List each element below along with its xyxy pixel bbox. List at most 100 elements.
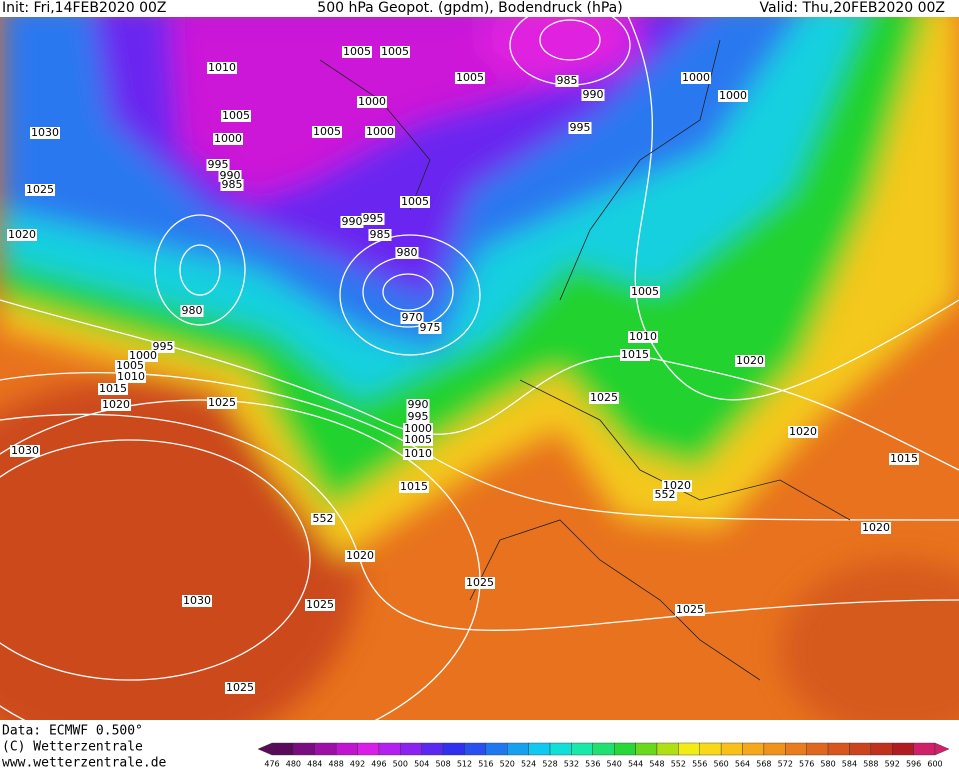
- isobar-label-box: [406, 399, 430, 411]
- colorbar-segment: [613, 742, 636, 756]
- isobar-label-box: [861, 522, 891, 534]
- isobar-label: 995: [153, 340, 174, 353]
- isobar-label: 1010: [404, 447, 432, 460]
- colorbar-segment: [293, 742, 315, 756]
- isobar-label-box: [675, 604, 705, 616]
- coastlines: [319, 39, 851, 681]
- isobar-label-box: [380, 46, 410, 58]
- height-label-box: [311, 513, 335, 525]
- height-label-box: [653, 489, 677, 501]
- colorbar-label: 512: [457, 760, 472, 769]
- colorbar-segment: [656, 742, 679, 756]
- isobar-label-box: [403, 434, 433, 446]
- isobar-label-box: [98, 383, 128, 395]
- colorbar-high-end: [934, 742, 950, 756]
- colorbar-label: 576: [799, 760, 814, 769]
- isobar-label-box: [312, 126, 342, 138]
- colorbar-segment: [507, 742, 529, 756]
- colorbar-label: 484: [307, 760, 322, 769]
- init-time: Init: Fri,14FEB2020 00Z: [2, 0, 166, 16]
- isobar-label: 1005: [401, 195, 429, 208]
- isobar-label-box: [889, 453, 919, 465]
- isobar-label-box: [628, 331, 658, 343]
- isobar-label-box: [345, 550, 375, 562]
- isobar-label-box: [221, 110, 251, 122]
- isobar-label: 1020: [736, 354, 764, 367]
- isobar-label: 990: [583, 88, 604, 101]
- isobar-label-box: [207, 397, 237, 409]
- colorbar-label: 552: [671, 760, 686, 769]
- isobar-label: 1005: [313, 125, 341, 138]
- colorbar-label: 580: [820, 760, 835, 769]
- isobar-label: 1010: [117, 370, 145, 383]
- isobar-label: 985: [557, 74, 578, 87]
- colorbar-low-end: [257, 742, 273, 756]
- colorbar-label: 568: [756, 760, 771, 769]
- isobar-label: 1020: [102, 398, 130, 411]
- colorbar-segment: [464, 742, 487, 756]
- colorbar-segment: [442, 742, 465, 756]
- colorbar-label: 592: [885, 760, 900, 769]
- colorbar-segment: [699, 742, 722, 756]
- colorbar-segment: [592, 742, 615, 756]
- isobar-label-box: [620, 349, 650, 361]
- colorbar-label: 496: [371, 760, 386, 769]
- colorbar-label: 524: [521, 760, 536, 769]
- isobar-label-box: [365, 126, 395, 138]
- isobar-label-box: [10, 445, 40, 457]
- isobar-label: 1000: [404, 422, 432, 435]
- isobar-label-box: [25, 184, 55, 196]
- isobar-label-box: [681, 72, 711, 84]
- isobar-label-box: [180, 305, 204, 317]
- isobar-label-box: [403, 448, 433, 460]
- isobar-label: 1015: [400, 480, 428, 493]
- colorbar-label: 476: [264, 760, 279, 769]
- isobar-label-box: [361, 213, 385, 225]
- colorbar-label: 488: [329, 760, 344, 769]
- isobar-label: 1000: [214, 132, 242, 145]
- isobar-label-box: [7, 229, 37, 241]
- isobar-label: 1015: [890, 452, 918, 465]
- isobar-label: 1025: [466, 576, 494, 589]
- isobar-label-box: [116, 371, 146, 383]
- isobar-label: 1015: [99, 382, 127, 395]
- isobar-label: 1025: [226, 681, 254, 694]
- colorbar-label: 540: [607, 760, 622, 769]
- colorbar-label: 584: [842, 760, 857, 769]
- isobar-label: 1005: [631, 285, 659, 298]
- colorbar-segment: [528, 742, 551, 756]
- isobar-label-box: [400, 312, 424, 324]
- colorbar: 476 480 484 488 492 496 500 504 508 512 516 520 524 5…: [257, 742, 950, 769]
- colorbar-segment: [549, 742, 572, 756]
- isobar-label: 995: [363, 212, 384, 225]
- colorbar-segment: [485, 742, 508, 756]
- colorbar-label: 516: [478, 760, 493, 769]
- colorbar-label: 500: [393, 760, 408, 769]
- isobar-label: 1010: [629, 330, 657, 343]
- isobar-label: 1005: [456, 71, 484, 84]
- copyright: (C) Wetterzentrale: [2, 740, 143, 755]
- isobar-label: 995: [208, 158, 229, 171]
- isobar-label: 970: [402, 311, 423, 324]
- isobar-label: 990: [342, 215, 363, 228]
- colorbar-label: 572: [778, 760, 793, 769]
- isobar-label-box: [465, 577, 495, 589]
- isobar-label-box: [115, 360, 145, 372]
- colorbar-segment: [720, 742, 743, 756]
- isobar-label: 1020: [346, 549, 374, 562]
- colorbar-segment: [785, 742, 807, 756]
- isobar-label-box: [406, 411, 430, 423]
- website: www.wetterzentrale.de: [2, 756, 167, 771]
- colorbar-label: 536: [585, 760, 600, 769]
- isobar-label: 1000: [358, 95, 386, 108]
- colorbar-segment: [421, 742, 444, 756]
- isobar-label: 1025: [590, 391, 618, 404]
- isobar-label-box: [589, 392, 619, 404]
- colorbar-segment: [763, 742, 786, 756]
- isobar-label: 985: [370, 228, 391, 241]
- colorbar-label: 588: [863, 760, 878, 769]
- colorbar-segment: [357, 742, 380, 756]
- isobar-label: 995: [570, 121, 591, 134]
- isobar-label-box: [735, 355, 765, 367]
